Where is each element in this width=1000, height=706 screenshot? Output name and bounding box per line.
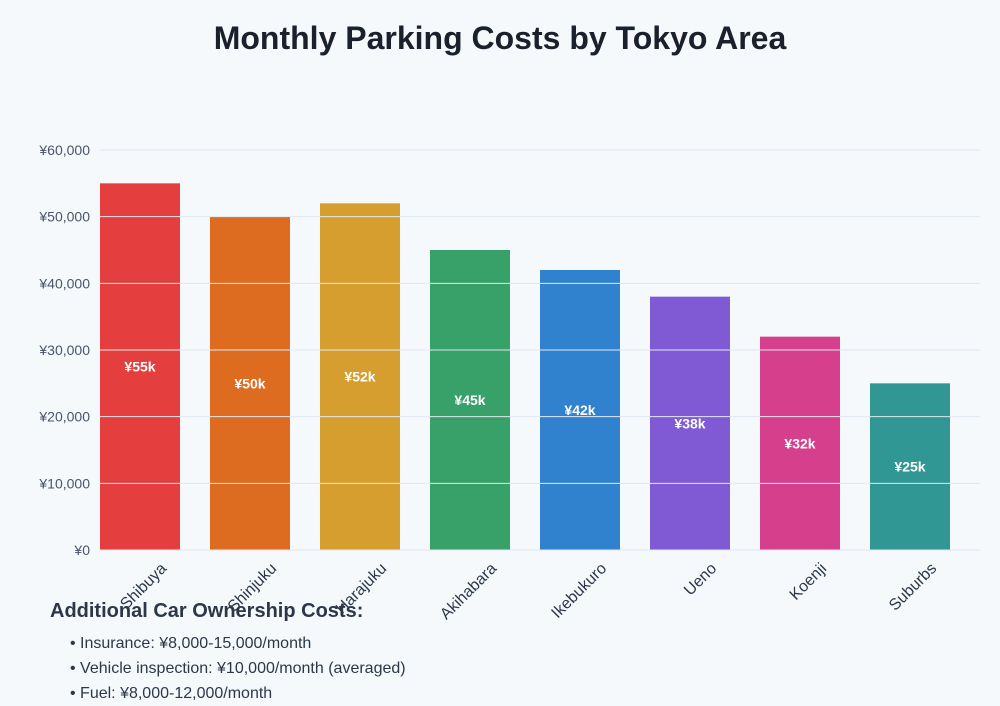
x-tick-label: Koenji: [787, 560, 830, 603]
bar-akihabara: [430, 250, 510, 550]
y-tick-label: ¥10,000: [38, 475, 90, 491]
additional-costs-heading: Additional Car Ownership Costs:: [50, 600, 364, 622]
additional-costs-list: • Insurance: ¥8,000-15,000/month • Vehic…: [50, 631, 406, 706]
data-label: ¥42k: [564, 402, 595, 418]
y-tick-label: ¥30,000: [38, 342, 90, 358]
cost-item-fuel: • Fuel: ¥8,000-12,000/month: [70, 685, 273, 702]
bar-suburbs: [870, 383, 950, 550]
chart-title: Monthly Parking Costs by Tokyo Area: [213, 20, 787, 56]
y-tick-label: ¥20,000: [38, 409, 90, 425]
data-label: ¥25k: [894, 459, 925, 475]
x-tick-label: Suburbs: [886, 560, 940, 614]
bar-harajuku: [320, 203, 400, 551]
x-tick-label: Akihabara: [437, 560, 500, 620]
bar-shibuya: [100, 183, 180, 551]
data-label: ¥55k: [124, 359, 155, 375]
data-label: ¥32k: [784, 435, 815, 451]
bar-chart: ¥0 ¥10,000 ¥20,000 ¥30,000 ¥40,000 ¥50,000 ¥60…: [38, 142, 980, 620]
x-tick-label: Ikebukuro: [548, 560, 610, 620]
data-label: ¥38k: [674, 415, 705, 431]
bar-shinjuku: [210, 216, 290, 550]
data-label: ¥45k: [454, 392, 485, 408]
y-tick-label: ¥60,000: [38, 142, 90, 158]
cost-item-inspection: • Vehicle inspection: ¥10,000/month (ave…: [70, 660, 406, 677]
y-tick-label: ¥50,000: [38, 209, 90, 225]
data-label: ¥50k: [234, 375, 265, 391]
cost-item-insurance: • Insurance: ¥8,000-15,000/month: [70, 635, 312, 652]
y-tick-label: ¥0: [73, 542, 90, 558]
bar-ueno: [650, 296, 730, 550]
data-label: ¥52k: [344, 369, 375, 385]
y-tick-label: ¥40,000: [38, 275, 90, 291]
bar-koenji: [760, 336, 840, 550]
bar-ikebukuro: [540, 270, 620, 550]
x-tick-label: Ueno: [681, 560, 720, 599]
additional-costs-section: Additional Car Ownership Costs: • Insura…: [50, 600, 406, 706]
